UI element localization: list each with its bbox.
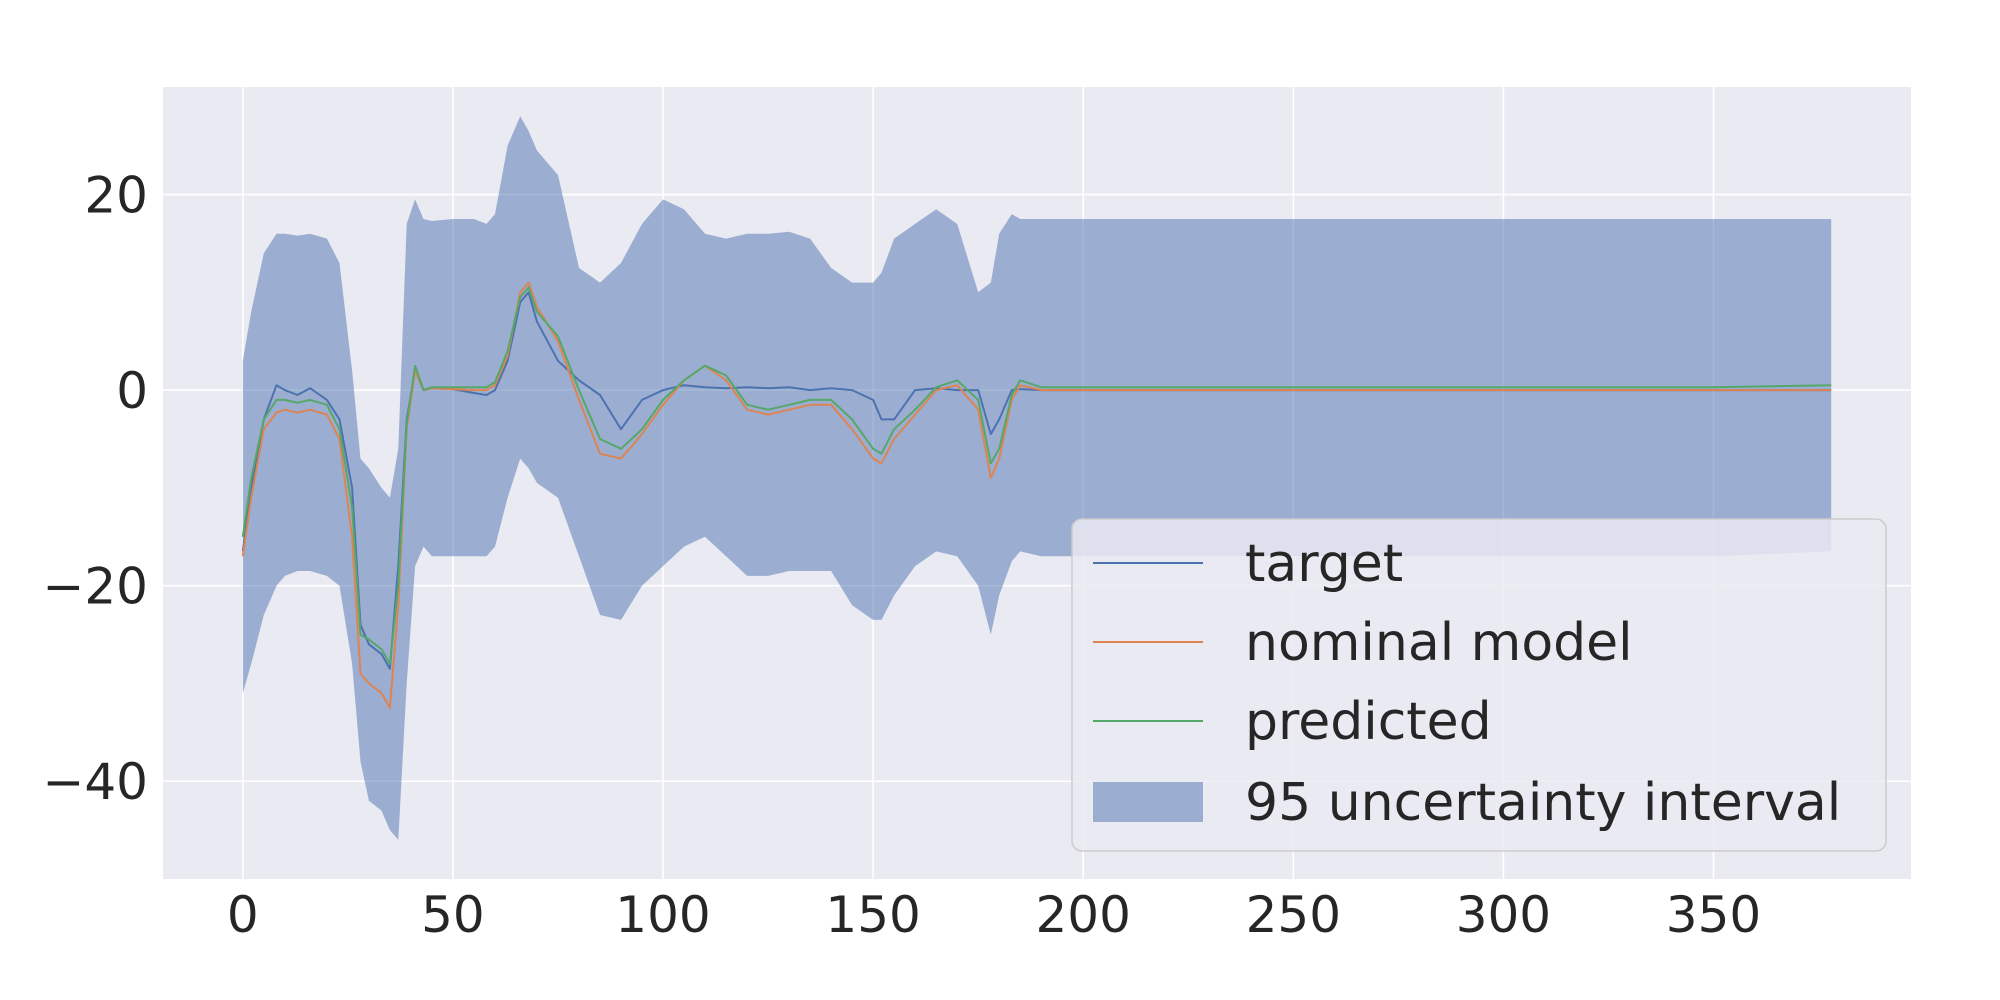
legend: target nominal model predicted 95 uncert… bbox=[1071, 518, 1887, 852]
x-tick-label: 50 bbox=[421, 886, 485, 944]
y-tick-label: 20 bbox=[84, 167, 148, 225]
legend-swatch-uncertainty-interval bbox=[1093, 782, 1203, 822]
y-tick-label: 0 bbox=[116, 362, 148, 420]
x-tick-label: 250 bbox=[1246, 886, 1341, 944]
x-tick-label: 300 bbox=[1456, 886, 1551, 944]
legend-label-predicted: predicted bbox=[1245, 692, 1492, 752]
legend-label-target: target bbox=[1245, 534, 1403, 594]
x-tick-label: 150 bbox=[825, 886, 920, 944]
uncertainty-band-layer bbox=[242, 116, 1832, 840]
legend-box bbox=[1071, 518, 1887, 852]
uncertainty-band bbox=[242, 116, 1832, 840]
y-tick-label: −20 bbox=[42, 558, 148, 616]
y-tick-label: −40 bbox=[42, 753, 148, 811]
x-tick-label: 100 bbox=[615, 886, 710, 944]
tick-label-layer: 0 50 100 150 200 250 300 350 −40 −20 0 20 bbox=[42, 167, 1761, 944]
x-tick-label: 350 bbox=[1666, 886, 1761, 944]
legend-label-uncertainty-interval: 95 uncertainty interval bbox=[1245, 773, 1841, 833]
series-line-predicted bbox=[241, 286, 1832, 665]
x-tick-label: 200 bbox=[1036, 886, 1131, 944]
legend-label-nominal-model: nominal model bbox=[1245, 613, 1633, 673]
series-layer bbox=[241, 281, 1832, 709]
x-tick-label: 0 bbox=[227, 886, 259, 944]
series-line-nominal-model bbox=[241, 281, 1832, 709]
